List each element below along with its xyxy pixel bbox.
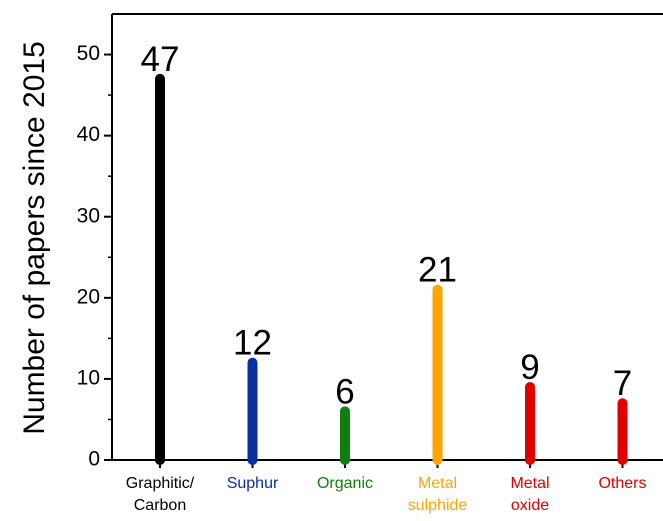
y-tick-label: 30 <box>77 204 100 227</box>
data-label: 21 <box>418 251 457 290</box>
y-tick-label: 20 <box>77 285 100 308</box>
data-label: 47 <box>141 40 180 79</box>
y-tick-label: 40 <box>77 123 100 146</box>
x-category-label: Others <box>598 475 646 492</box>
x-category-label: Organic <box>317 475 373 492</box>
x-category-label: Suphur <box>227 475 279 492</box>
y-tick-label: 50 <box>77 42 100 65</box>
y-axis-label: Number of papers since 2015 <box>18 41 51 435</box>
x-category-label: Metal sulphide <box>408 475 468 514</box>
data-label: 7 <box>613 364 632 403</box>
data-label: 9 <box>520 348 539 387</box>
data-label: 6 <box>335 372 354 411</box>
x-category-label: Metal oxide <box>510 475 549 514</box>
y-tick-label: 10 <box>77 366 100 389</box>
bars <box>155 73 628 465</box>
x-category-label: Graphitic/Carbon <box>126 475 195 514</box>
labels: 47 Graphitic/Carbon 12 Suphur 6 Organic 21 Meta… <box>126 40 647 514</box>
data-label: 12 <box>233 324 272 363</box>
y-tick-label: 0 <box>88 448 100 471</box>
